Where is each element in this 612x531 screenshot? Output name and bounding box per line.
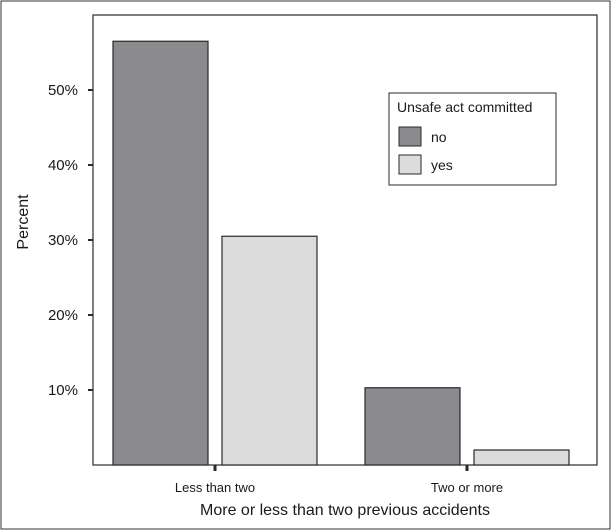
y-tick-label-50: 50%: [48, 82, 78, 99]
legend-title: Unsafe act committed: [397, 99, 532, 115]
y-axis: 10% 20% 30% 40% 50%: [48, 82, 93, 399]
x-tick-label-less-than-two: Less than two: [175, 480, 255, 495]
legend-swatch-no: [398, 126, 422, 147]
bar-two-or-more-yes: [473, 449, 570, 466]
y-tick-label-30: 30%: [48, 232, 78, 249]
bar-less-than-two-yes: [221, 235, 318, 466]
x-axis: Less than two Two or more: [175, 465, 503, 495]
legend-swatch-yes: [398, 154, 422, 175]
bar-two-or-more-no: [364, 387, 461, 466]
legend-label-no: no: [431, 129, 447, 145]
bars-group: [112, 40, 570, 466]
y-axis-title: Percent: [15, 194, 32, 250]
y-tick-label-10: 10%: [48, 382, 78, 399]
bar-less-than-two-no: [112, 40, 209, 466]
legend-label-yes: yes: [431, 157, 453, 173]
y-tick-label-20: 20%: [48, 307, 78, 324]
x-axis-title: More or less than two previous accidents: [200, 502, 490, 519]
legend: Unsafe act committed no yes: [388, 92, 557, 186]
y-tick-label-40: 40%: [48, 157, 78, 174]
x-tick-label-two-or-more: Two or more: [431, 480, 503, 495]
